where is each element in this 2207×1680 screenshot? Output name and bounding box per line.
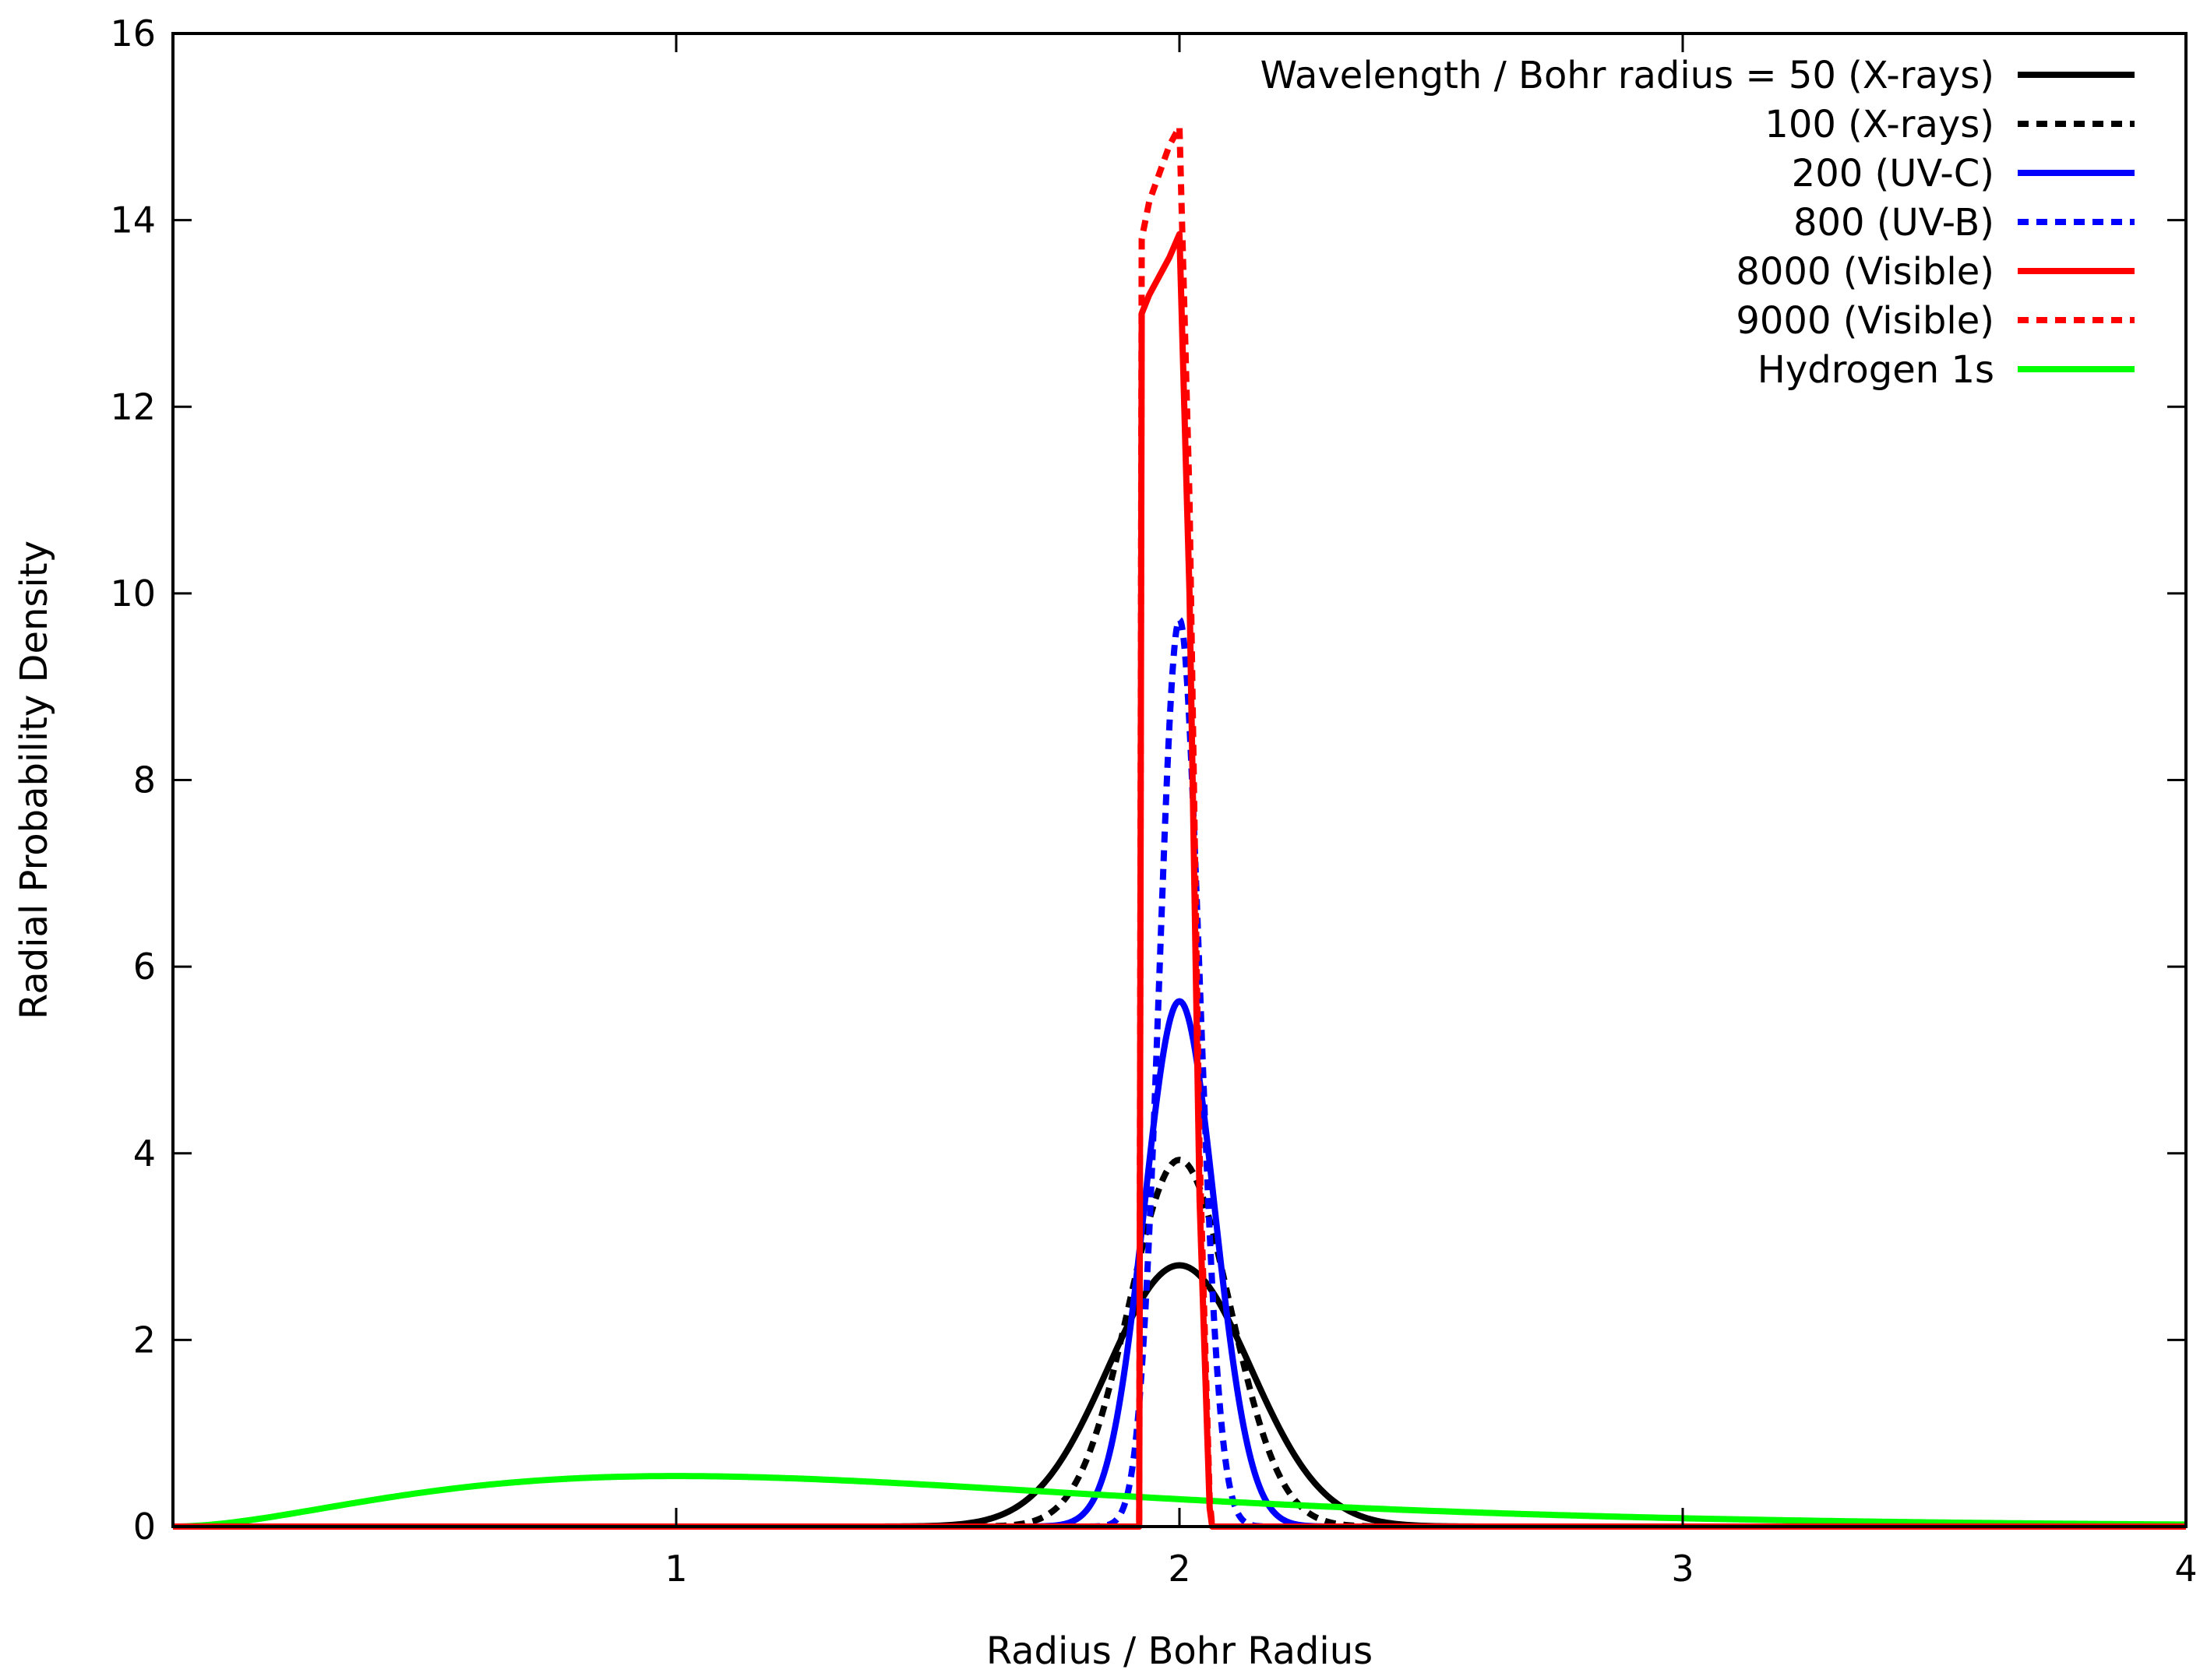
legend-label: Wavelength / Bohr radius = 50 (X-rays) (1260, 54, 1994, 97)
series-line-4 (173, 231, 2186, 1530)
y-tick-label: 12 (110, 386, 156, 428)
y-tick-label: 0 (133, 1506, 156, 1548)
y-tick-label: 6 (133, 946, 156, 988)
x-tick-label: 3 (1671, 1548, 1694, 1590)
plot-frame (171, 32, 2188, 1528)
y-axis-label: Radial Probability Density (12, 541, 56, 1020)
legend-label: 100 (X-rays) (1765, 103, 1994, 146)
y-tick-label: 10 (110, 572, 156, 615)
y-tick-label: 14 (110, 199, 156, 241)
legend-label: 200 (UV-C) (1792, 152, 1994, 195)
series-line-6 (172, 1473, 2187, 1530)
y-tick-label: 16 (110, 12, 156, 55)
legend-label: 9000 (Visible) (1736, 299, 1994, 343)
x-axis-label: Radius / Bohr Radius (986, 1629, 1373, 1673)
legend: Wavelength / Bohr radius = 50 (X-rays) 10… (1260, 54, 2135, 392)
x-tick-label: 4 (2174, 1548, 2197, 1590)
y-tick-label: 4 (133, 1132, 156, 1175)
legend-label: Hydrogen 1s (1757, 348, 1994, 392)
y-tick-label: 8 (133, 759, 156, 801)
legend-label: 800 (UV-B) (1793, 201, 1994, 245)
series-line-3 (173, 616, 2186, 1530)
x-tick-label: 2 (1168, 1548, 1190, 1590)
legend-label: 8000 (Visible) (1736, 250, 1994, 294)
y-tick-label: 2 (133, 1319, 156, 1361)
series-line-5 (173, 123, 2186, 1530)
x-tick-label: 1 (665, 1548, 687, 1590)
